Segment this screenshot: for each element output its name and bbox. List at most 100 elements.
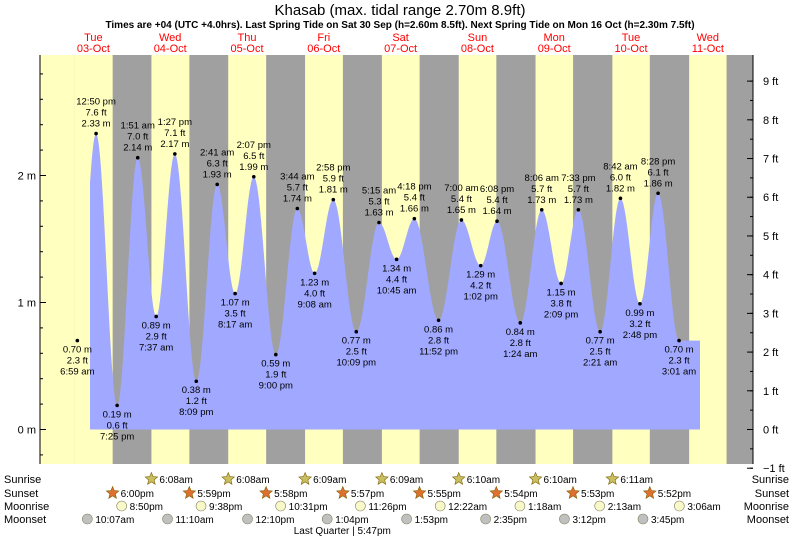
astro-rows: Sunrise Sunrise 6:08am 6:08am 6:09am 6:09am 6:… (4, 471, 789, 537)
tide-feet-label: 5.3 ft (368, 196, 389, 207)
tide-time-label: 1:51 am (121, 121, 155, 132)
tide-point (354, 329, 359, 334)
sunset-icon (566, 485, 580, 499)
astro-time-label: 2:13am (608, 502, 641, 513)
tide-feet-label: 1.2 ft (186, 396, 207, 407)
astro-time-label: 11:10am (176, 515, 214, 526)
tide-point (638, 301, 642, 306)
tide-feet-label: 7.1 ft (164, 128, 185, 139)
tide-feet-label: 2.9 ft (146, 331, 167, 342)
moonset-icon (637, 513, 649, 525)
date-label: 06-Oct (307, 43, 340, 55)
day-name-label: Fri (317, 32, 330, 44)
astro-time-label: 5:58pm (274, 489, 307, 500)
moonrise-icon (275, 500, 286, 512)
astro-time-label: 10:31pm (289, 502, 328, 513)
tide-point (94, 131, 98, 136)
right-tick-label: 5 ft (763, 231, 778, 243)
tide-time-label: 3:44 am (280, 172, 314, 183)
tide-feet-label: 4.0 ft (304, 288, 325, 299)
astro-row-label-left: Sunrise (4, 474, 41, 486)
sunrise-icon (221, 471, 236, 485)
tide-feet-label: 5.4 ft (451, 194, 472, 205)
right-tick-label: 8 ft (763, 115, 778, 127)
astro-row-label-right: Sunrise (752, 474, 789, 486)
tide-time-label: 3:01 am (662, 367, 696, 378)
moonset-icon (480, 513, 491, 525)
right-tick-label: 7 ft (763, 154, 778, 166)
tide-feet-label: 5.7 ft (531, 184, 552, 195)
right-tick-label: 2 ft (763, 347, 778, 359)
tide-height-label: 2.17 m (160, 139, 189, 150)
astro-time-label: 5:53pm (581, 489, 614, 500)
tide-height-label: 1.07 m (221, 298, 250, 309)
astro-time-label: 5:54pm (504, 489, 537, 500)
tide-height-label: 0.86 m (424, 324, 453, 335)
tide-height-label: 0.77 m (586, 336, 615, 347)
tide-time-label: 1:24 am (503, 349, 537, 360)
tide-height-label: 0.77 m (342, 336, 371, 347)
moonrise-icon (434, 500, 446, 512)
tide-height-label: 1.73 m (564, 195, 593, 206)
tide-time-label: 8:42 am (603, 161, 637, 172)
tide-point (173, 152, 177, 156)
tide-feet-label: 5.4 ft (404, 193, 425, 204)
astro-time-label: 2:35pm (494, 515, 527, 526)
tide-feet-label: 3.8 ft (551, 298, 572, 309)
astro-time-label: 3:06am (687, 502, 720, 513)
tide-time-label: 5:15 am (362, 185, 396, 196)
right-tick-label: 6 ft (763, 192, 778, 204)
sunrise-icon (374, 471, 389, 485)
astro-time-label: 6:00pm (121, 489, 154, 500)
tide-feet-label: 2.3 ft (67, 356, 88, 367)
tide-height-label: 1.64 m (483, 206, 512, 217)
day-name-label: Wed (159, 32, 181, 44)
moonrise-icon (355, 500, 366, 512)
left-tick-label: 1 m (18, 298, 36, 310)
tide-time-label: 4:18 pm (397, 182, 431, 193)
tide-point (233, 291, 237, 296)
tide-point (394, 257, 399, 262)
tide-feet-label: 2.5 ft (346, 347, 367, 358)
tide-height-label: 1.93 m (203, 169, 232, 180)
tide-time-label: 7:37 am (139, 342, 173, 353)
moonset-icon (82, 513, 93, 525)
day-name-label: Sun (468, 32, 488, 44)
tide-time-label: 8:17 am (218, 320, 252, 331)
tide-feet-label: 6.1 ft (648, 167, 669, 178)
tide-height-label: 1.29 m (466, 270, 495, 281)
day-name-label: Wed (697, 32, 719, 44)
moon-phase-label: Last Quarter | 5:47pm (294, 526, 391, 537)
tide-time-label: 10:09 pm (336, 358, 376, 369)
date-label: 11-Oct (692, 43, 724, 55)
tide-time-label: 12:50 pm (76, 97, 116, 108)
astro-row-label-right: Moonrise (744, 501, 789, 513)
chart-subtitle: Times are +04 (UTC +4.0hrs). Last Spring… (105, 20, 694, 31)
sunrise-icon (528, 471, 543, 485)
tide-time-label: 6:08 pm (480, 184, 514, 195)
day-headers: Tue03-OctWed04-OctThu05-OctFri06-OctSat0… (77, 32, 724, 55)
astro-time-label: 6:08am (159, 475, 192, 486)
astro-time-label: 8:50pm (130, 502, 163, 513)
moonset-icon (401, 513, 412, 525)
tide-feet-label: 1.9 ft (265, 370, 286, 381)
tide-time-label: 9:00 pm (259, 381, 293, 392)
tide-height-label: 1.81 m (319, 185, 348, 196)
tide-height-label: 1.74 m (283, 194, 312, 205)
astro-time-label: 5:57pm (351, 489, 384, 500)
astro-time-label: 3:45pm (651, 515, 684, 526)
day-name-label: Mon (543, 32, 564, 44)
axes: 0 m 1 m 2 m −1 ft 0 ft 1 ft 2 ft 3 ft 4 ft 5 ft 6 … (18, 55, 785, 475)
tide-feet-label: 3.2 ft (629, 319, 650, 330)
tide-height-label: 0.99 m (625, 308, 654, 319)
astro-time-label: 10:07am (95, 515, 134, 526)
tide-height-label: 0.38 m (182, 385, 211, 396)
sunrise-icon (298, 471, 313, 485)
tide-feet-label: 7.6 ft (86, 108, 107, 119)
tide-time-label: 10:45 am (377, 285, 417, 296)
sunrise-icon (144, 471, 159, 485)
sunset-icon (259, 485, 274, 499)
tide-height-label: 0.59 m (261, 359, 290, 370)
tide-point (295, 206, 300, 211)
moonrise-icon (594, 500, 605, 512)
